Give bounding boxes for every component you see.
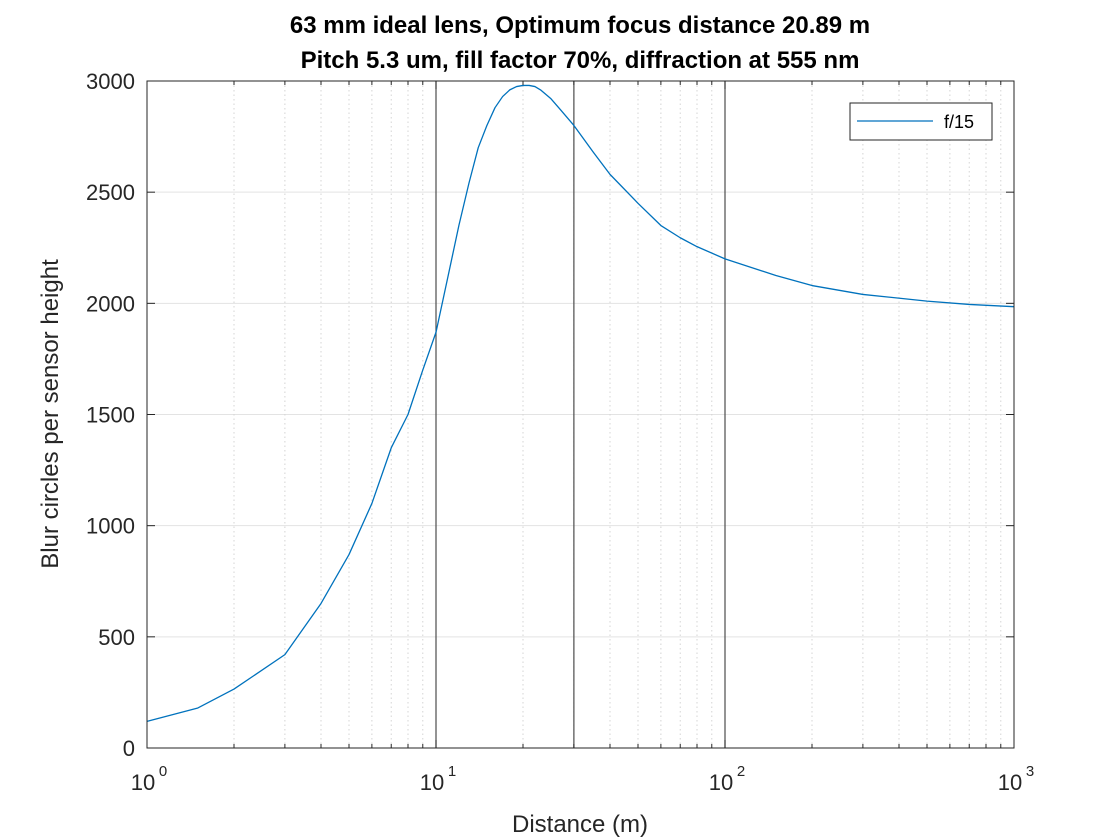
x-tick-label: 10: [420, 770, 444, 795]
legend: f/15: [849, 102, 993, 141]
series-layer: [146, 84, 1015, 722]
y-tick-label: 3000: [86, 69, 135, 94]
x-tick-exponent: 1: [448, 763, 456, 780]
y-axis-label: Blur circles per sensor height: [37, 259, 64, 569]
x-tick-exponent: 0: [159, 763, 167, 780]
y-tick-label: 2000: [86, 291, 135, 316]
series-line-0: [146, 84, 1015, 722]
chart-title-line2: Pitch 5.3 um, fill factor 70%, diffracti…: [301, 47, 860, 74]
y-tick-label: 2500: [86, 180, 135, 205]
vertical-marker-layer: [435, 81, 726, 748]
chart-title-line1: 63 mm ideal lens, Optimum focus distance…: [290, 12, 870, 39]
y-tick-label: 1000: [86, 514, 135, 539]
x-tick-label: 10: [709, 770, 733, 795]
x-tick-label: 10: [131, 770, 155, 795]
y-tick-label: 500: [98, 625, 135, 650]
y-tick-label: 1500: [86, 403, 135, 428]
x-axis-label: Distance (m): [512, 811, 648, 838]
x-tick-label: 10: [998, 770, 1022, 795]
x-tick-exponent: 3: [1026, 763, 1034, 780]
x-tick-exponent: 2: [737, 763, 745, 780]
legend-label-f15: f/15: [944, 112, 974, 132]
y-tick-label: 0: [123, 736, 135, 761]
